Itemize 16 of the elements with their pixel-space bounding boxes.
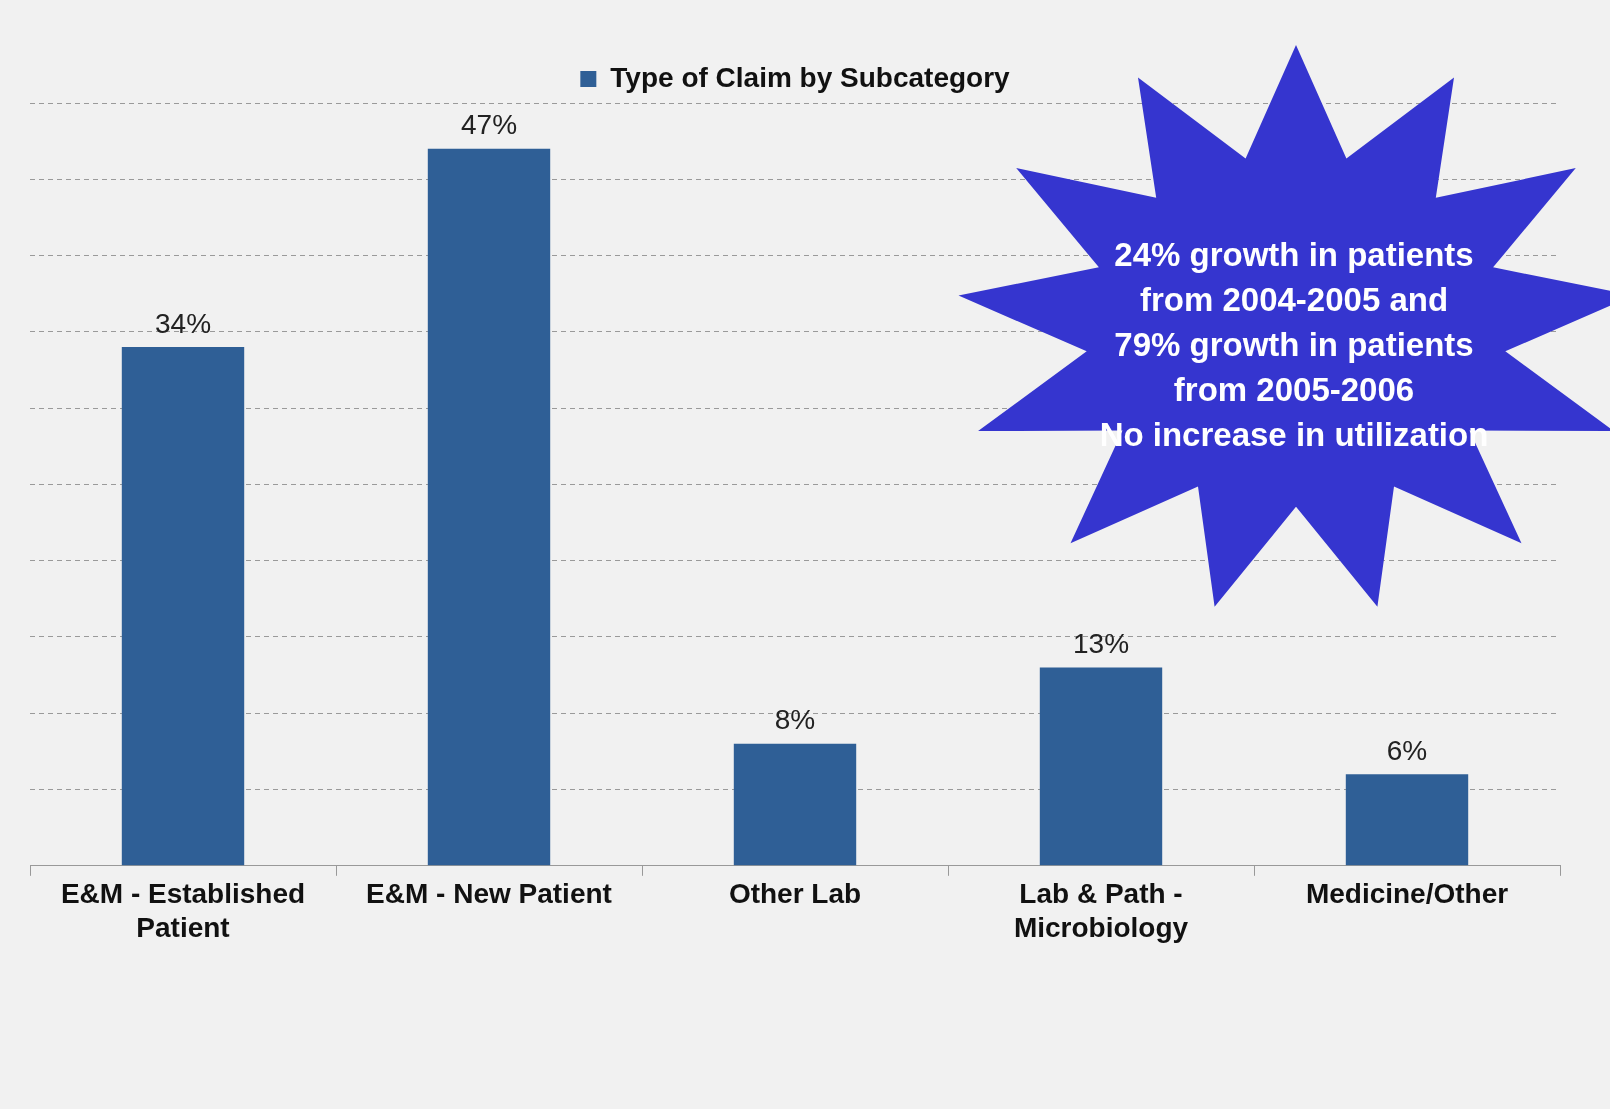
legend-label: Type of Claim by Subcategory [610, 61, 1011, 93]
data-label: 6% [1386, 734, 1428, 766]
x-tick-label: Other Lab [728, 878, 862, 910]
x-tick-label: E&M - New Patient [366, 878, 612, 910]
bar [1345, 774, 1469, 866]
x-tick-label: E&M - Established Patient [60, 878, 306, 943]
bar [427, 148, 551, 866]
data-label: 13% [1072, 628, 1130, 660]
bar [733, 743, 857, 866]
bar [121, 347, 245, 866]
data-label: 47% [460, 109, 518, 141]
bar [1039, 667, 1163, 866]
data-label: 34% [154, 307, 212, 339]
data-label: 8% [774, 704, 816, 736]
x-tick-label: Medicine/Other [1305, 878, 1509, 910]
x-tick-label: Lab & Path - Microbiology [1013, 878, 1189, 943]
